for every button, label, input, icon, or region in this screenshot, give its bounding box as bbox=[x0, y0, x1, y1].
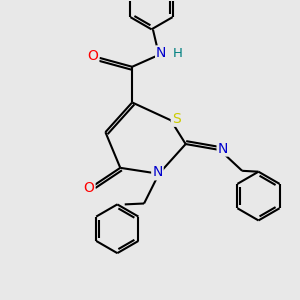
Text: O: O bbox=[88, 50, 98, 63]
Text: N: N bbox=[152, 165, 163, 179]
Text: S: S bbox=[172, 112, 181, 126]
Text: N: N bbox=[218, 142, 228, 155]
Text: H: H bbox=[172, 47, 182, 60]
Text: N: N bbox=[156, 46, 166, 60]
Text: O: O bbox=[84, 181, 94, 195]
